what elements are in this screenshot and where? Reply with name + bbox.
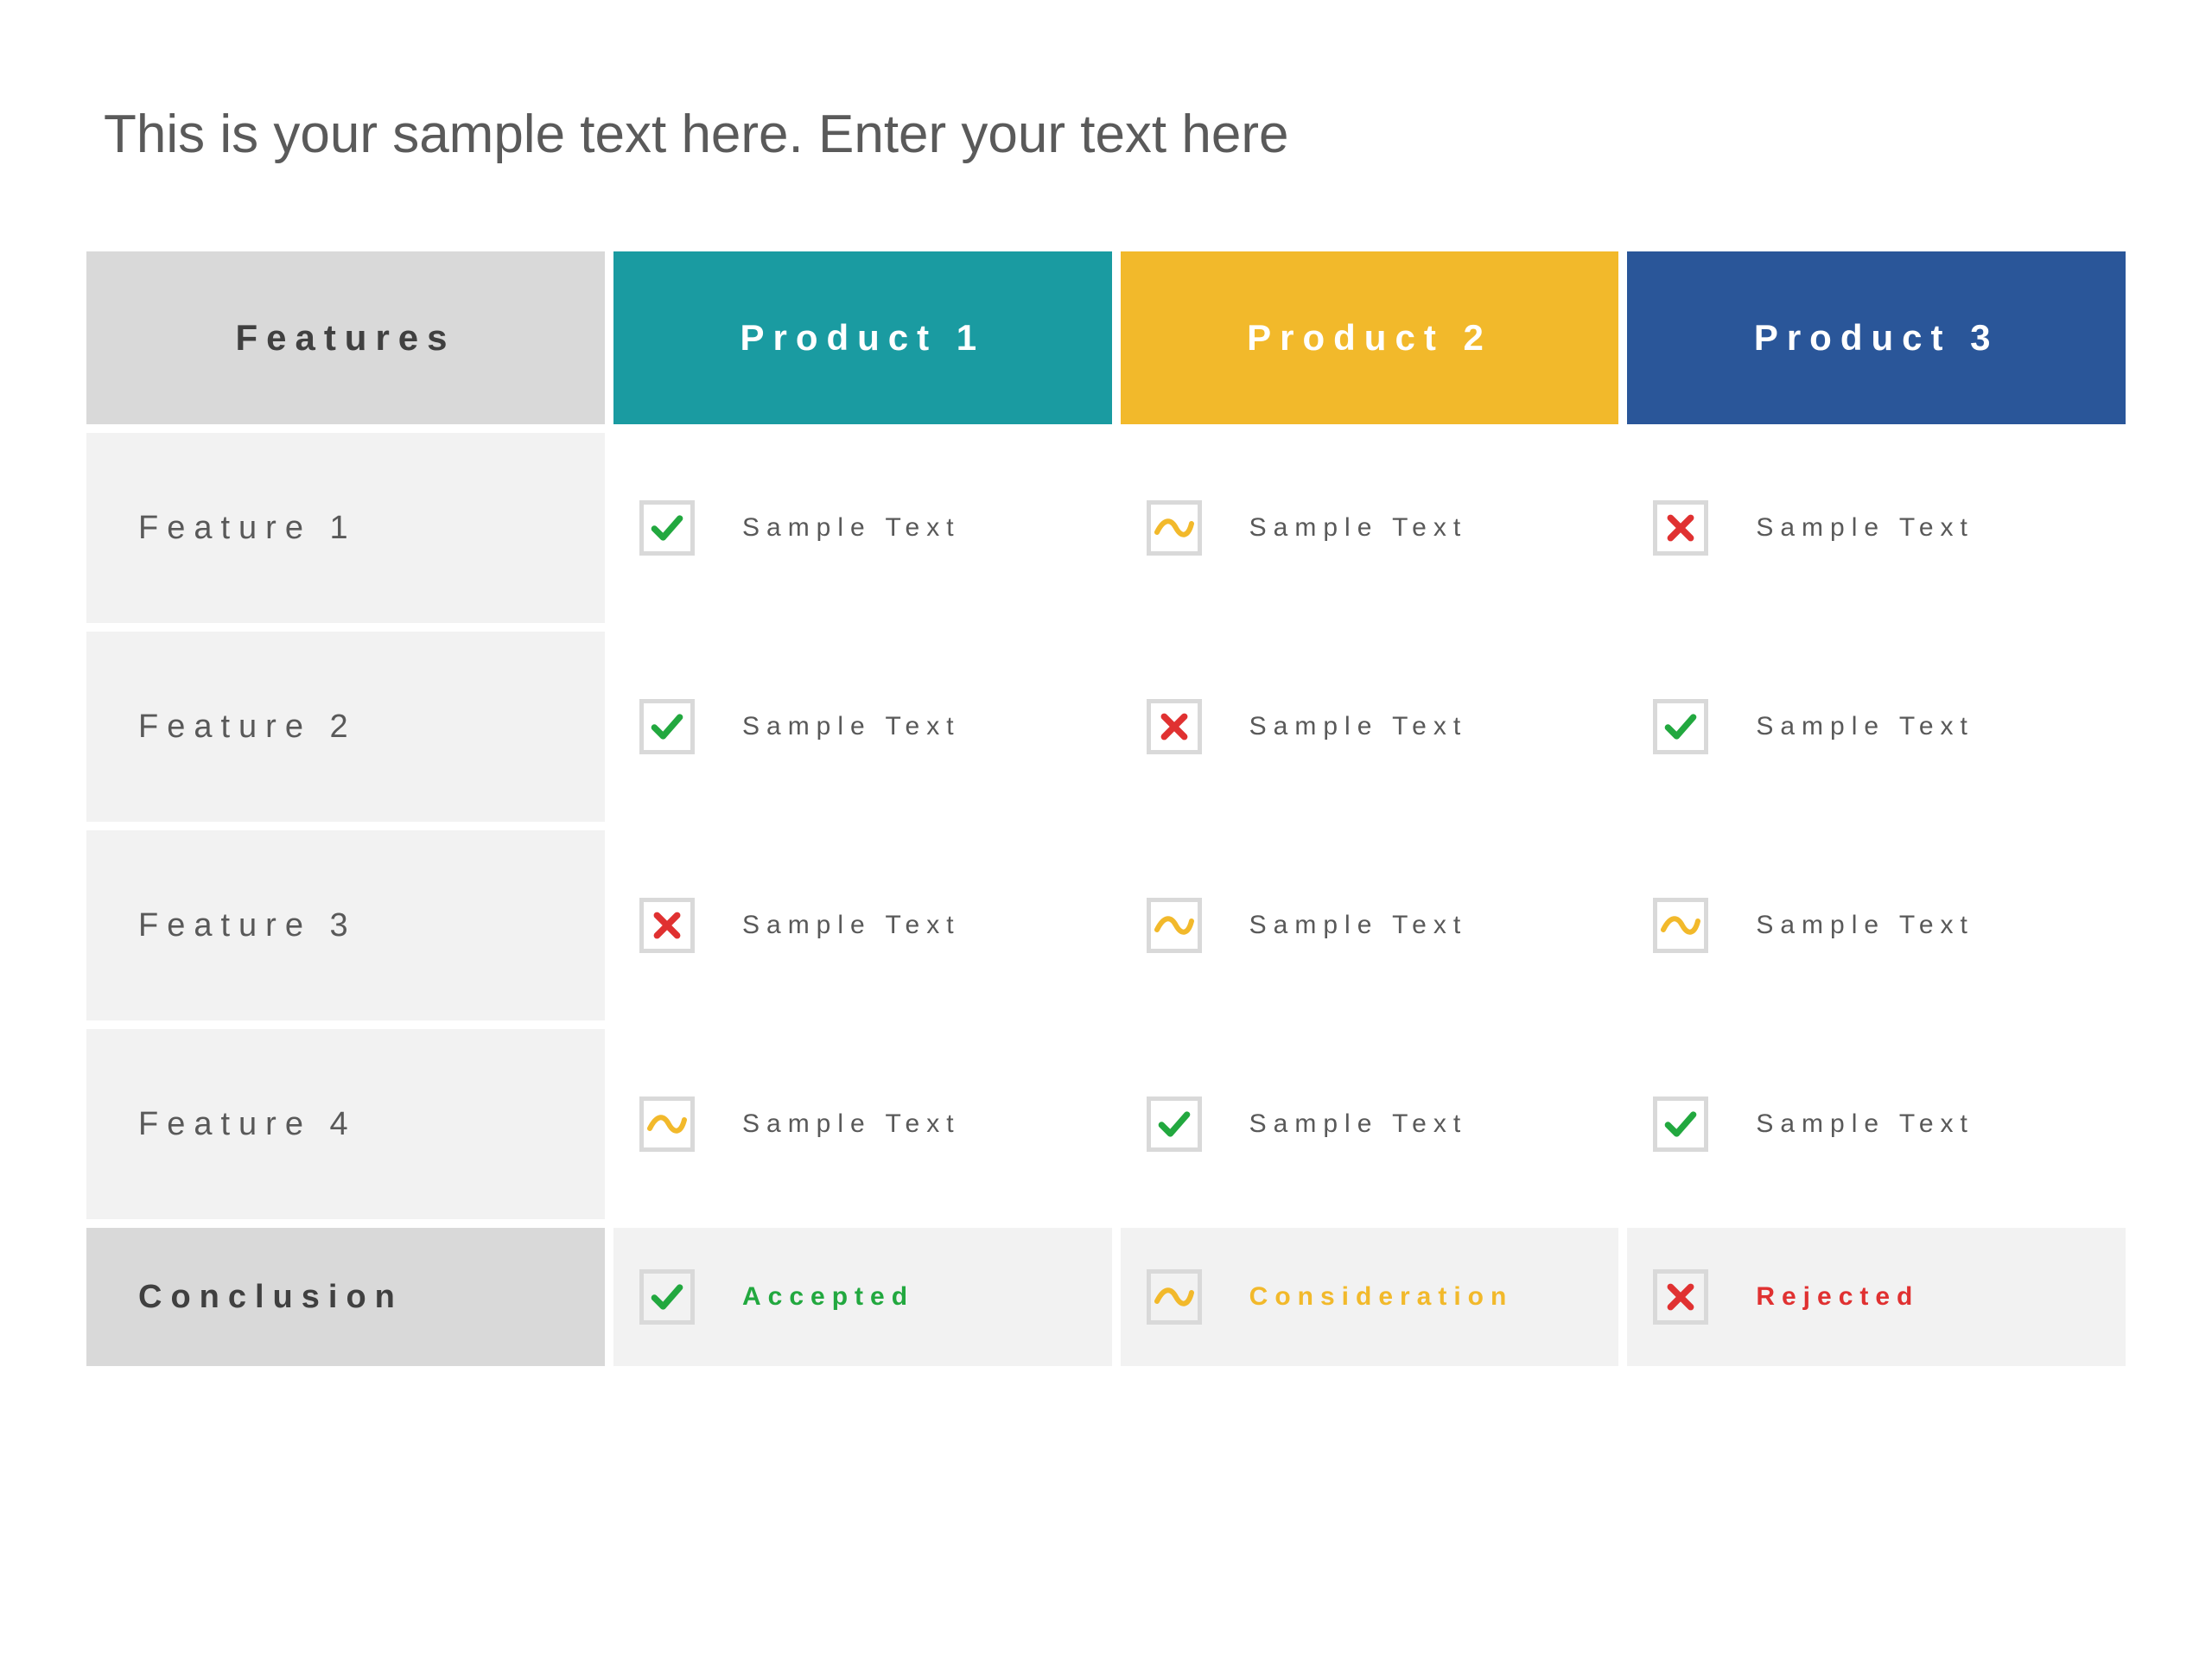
table-cell: Sample Text: [1121, 433, 1619, 623]
header-product-2: Product 2: [1121, 251, 1619, 424]
cell-text: Sample Text: [1249, 712, 1468, 741]
tilde-icon: [639, 1096, 695, 1152]
table-cell: Sample Text: [1627, 1029, 2126, 1219]
table-cell: Sample Text: [613, 830, 1112, 1020]
check-icon: [639, 1269, 695, 1325]
table-cell: Sample Text: [613, 1029, 1112, 1219]
conclusion-text: Rejected: [1756, 1282, 1919, 1312]
header-product-1: Product 1: [613, 251, 1112, 424]
check-icon: [1653, 699, 1708, 754]
conclusion-cell: Consideration: [1121, 1228, 1619, 1366]
check-icon: [639, 500, 695, 556]
conclusion-text: Accepted: [742, 1282, 914, 1312]
table-cell: Sample Text: [1627, 830, 2126, 1020]
cross-icon: [1653, 500, 1708, 556]
cell-text: Sample Text: [1756, 712, 1974, 741]
table-cell: Sample Text: [613, 632, 1112, 822]
row-label: Feature 2: [86, 632, 605, 822]
row-label: Feature 4: [86, 1029, 605, 1219]
conclusion-text: Consideration: [1249, 1282, 1514, 1312]
cell-text: Sample Text: [742, 911, 961, 940]
row-label: Feature 1: [86, 433, 605, 623]
tilde-icon: [1147, 1269, 1202, 1325]
table-cell: Sample Text: [1627, 632, 2126, 822]
table-cell: Sample Text: [1121, 1029, 1619, 1219]
conclusion-cell: Rejected: [1627, 1228, 2126, 1366]
cell-text: Sample Text: [1249, 513, 1468, 543]
cell-text: Sample Text: [1756, 911, 1974, 940]
table-cell: Sample Text: [1627, 433, 2126, 623]
check-icon: [639, 699, 695, 754]
cell-text: Sample Text: [1756, 1109, 1974, 1139]
cell-text: Sample Text: [742, 1109, 961, 1139]
cross-icon: [1147, 699, 1202, 754]
tilde-icon: [1147, 898, 1202, 953]
cross-icon: [1653, 1269, 1708, 1325]
tilde-icon: [1147, 500, 1202, 556]
cell-text: Sample Text: [1756, 513, 1974, 543]
cell-text: Sample Text: [742, 513, 961, 543]
conclusion-label: Conclusion: [86, 1228, 605, 1366]
header-features: Features: [86, 251, 605, 424]
header-product-3: Product 3: [1627, 251, 2126, 424]
comparison-table: Features Product 1 Product 2 Product 3 F…: [86, 251, 2126, 1366]
check-icon: [1147, 1096, 1202, 1152]
page-title: This is your sample text here. Enter you…: [104, 104, 2126, 165]
tilde-icon: [1653, 898, 1708, 953]
cross-icon: [639, 898, 695, 953]
row-label: Feature 3: [86, 830, 605, 1020]
check-icon: [1653, 1096, 1708, 1152]
cell-text: Sample Text: [742, 712, 961, 741]
table-cell: Sample Text: [1121, 830, 1619, 1020]
conclusion-cell: Accepted: [613, 1228, 1112, 1366]
table-cell: Sample Text: [1121, 632, 1619, 822]
table-cell: Sample Text: [613, 433, 1112, 623]
cell-text: Sample Text: [1249, 1109, 1468, 1139]
cell-text: Sample Text: [1249, 911, 1468, 940]
